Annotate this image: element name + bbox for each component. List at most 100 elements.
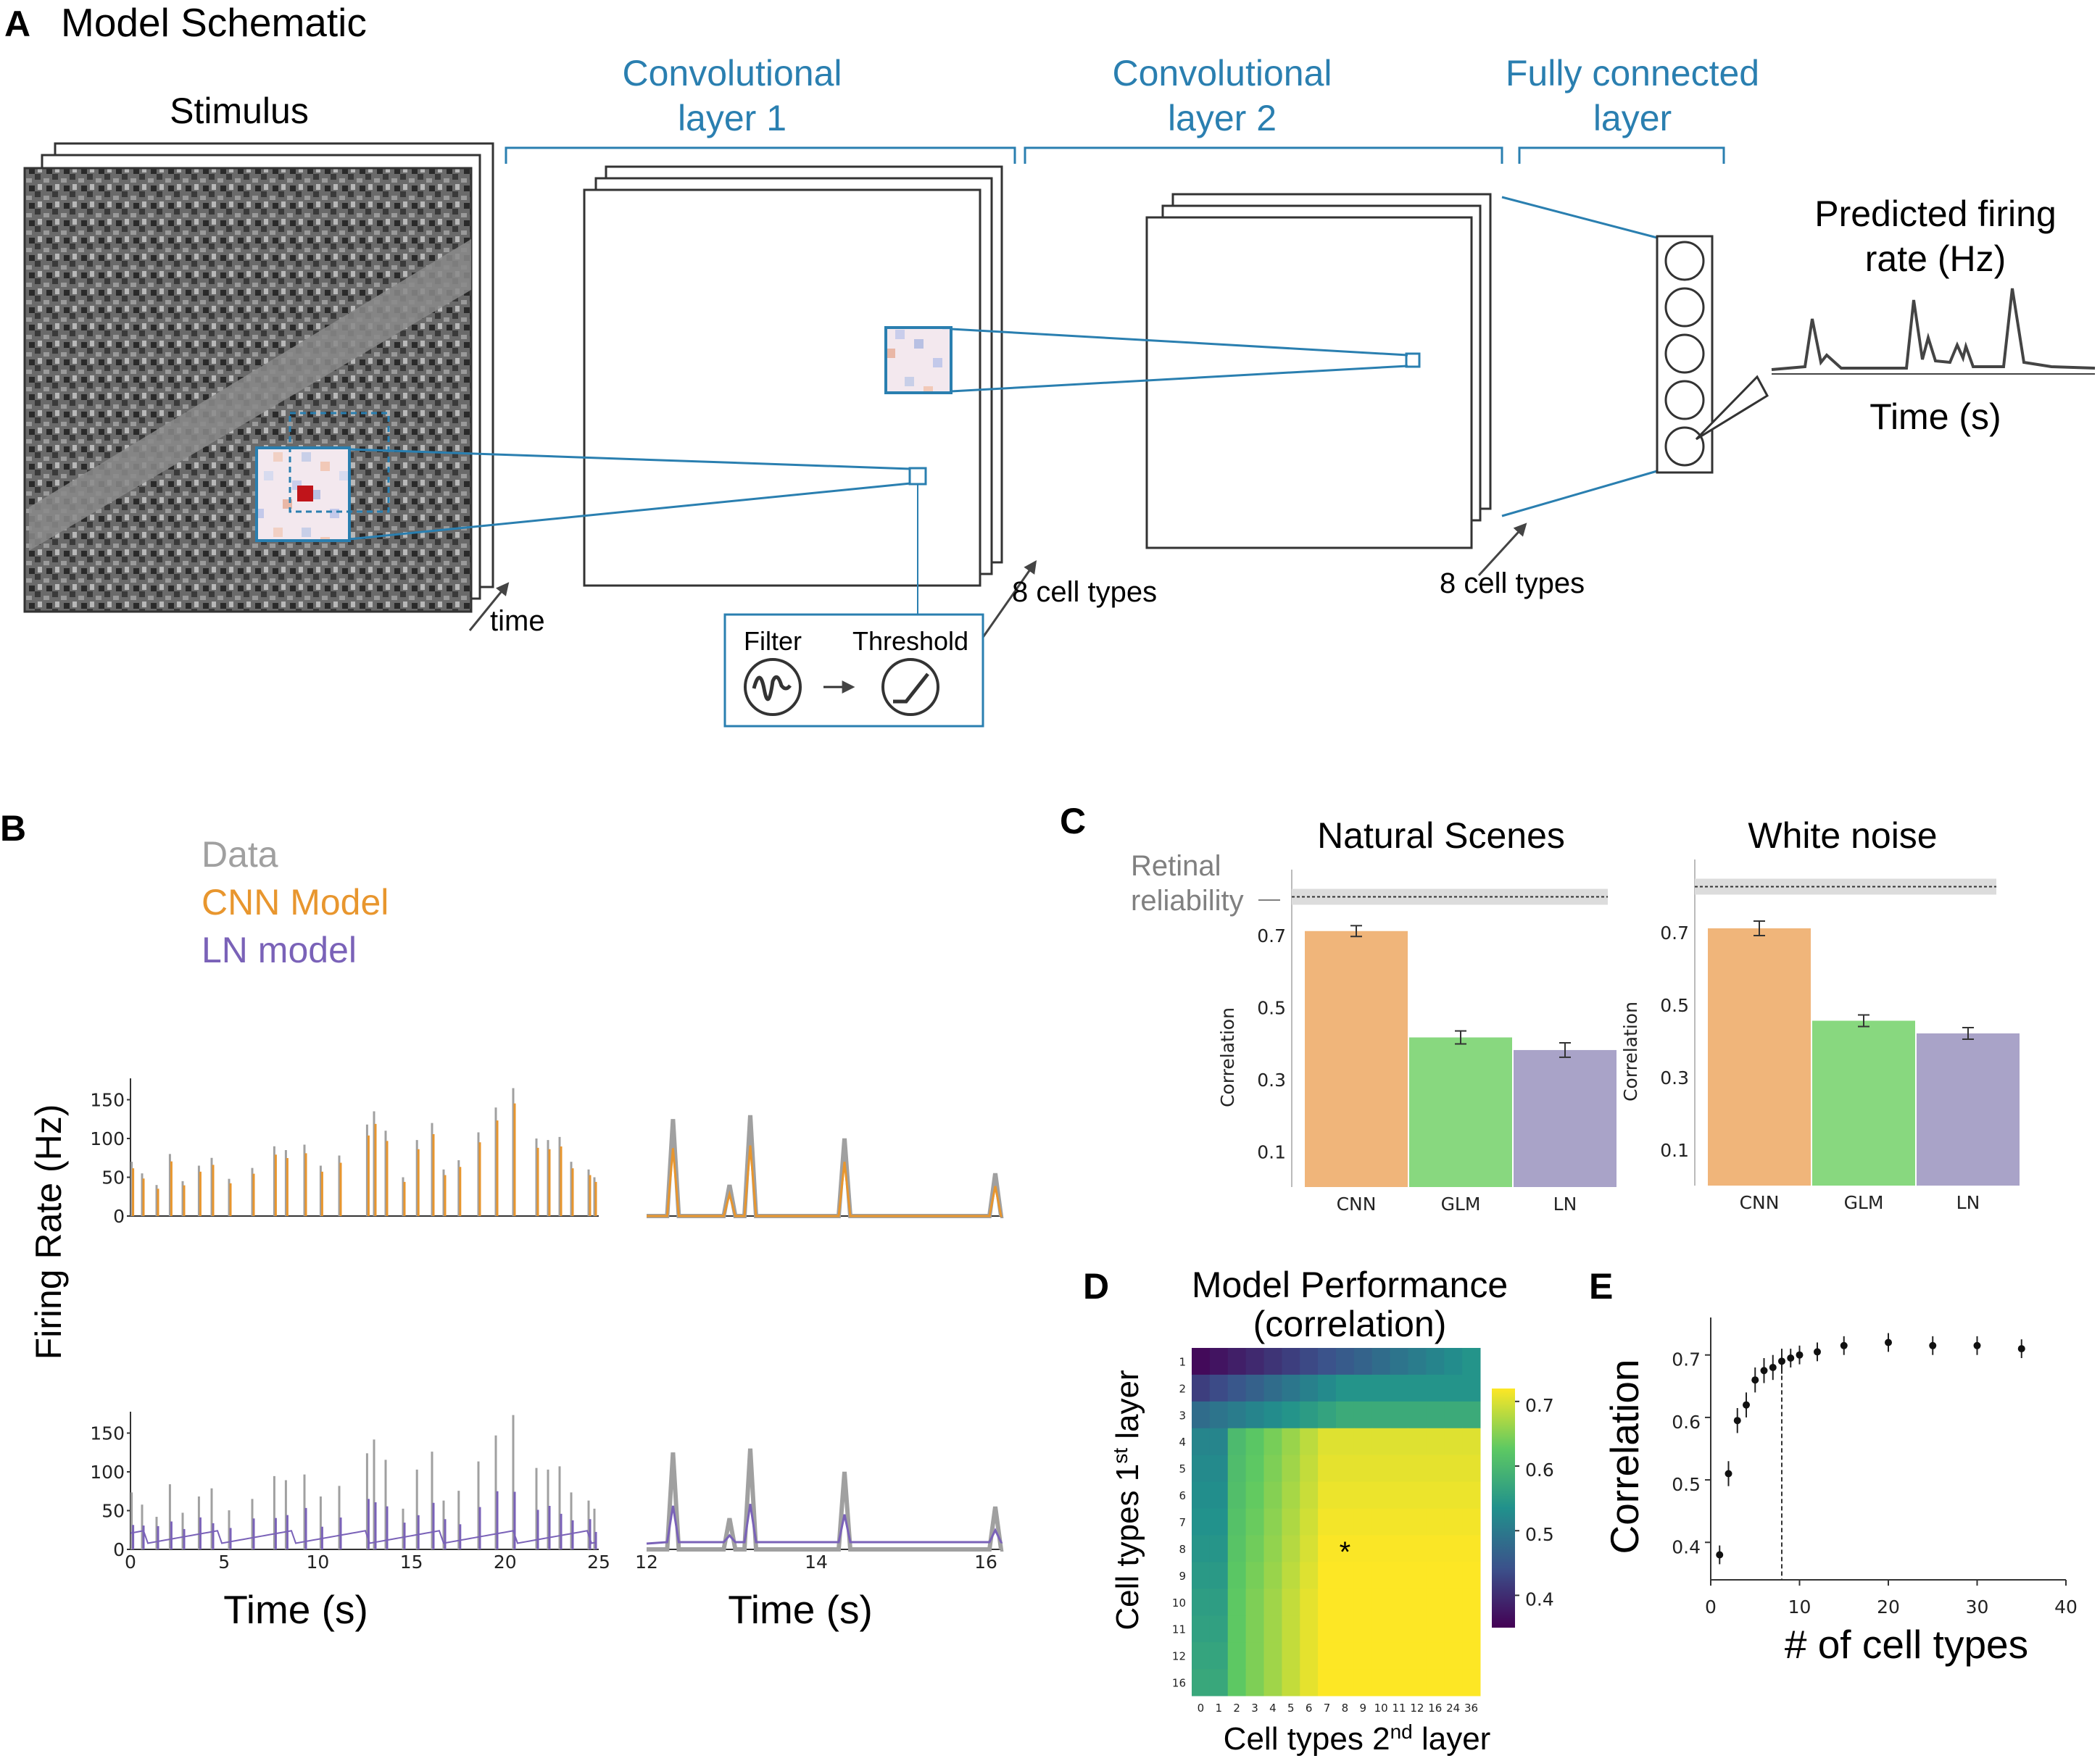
d-cell	[1263, 1669, 1282, 1697]
conv2-title-2: layer 2	[1168, 98, 1277, 138]
d-cell	[1353, 1535, 1373, 1562]
d-xtick: 7	[1324, 1702, 1331, 1715]
d-xtick: 8	[1342, 1702, 1349, 1715]
celltypes1-arrow	[977, 560, 1037, 644]
d-cell	[1300, 1454, 1319, 1483]
d-cell	[1353, 1481, 1373, 1510]
d-cell	[1300, 1508, 1319, 1536]
d-cell	[1245, 1535, 1264, 1562]
d-xtick: 10	[1374, 1702, 1388, 1715]
d-cell	[1192, 1481, 1211, 1510]
d-cell	[1336, 1589, 1355, 1616]
e-xtick: 40	[2054, 1596, 2078, 1618]
filter-label: Filter	[744, 626, 802, 656]
c-bar-ln	[1514, 1049, 1616, 1187]
d-cell	[1192, 1562, 1211, 1589]
e-ylabel: Correlation	[1602, 1359, 1647, 1554]
d-ytick: 12	[1172, 1650, 1186, 1663]
d-cell	[1245, 1508, 1264, 1536]
fc-unit-3	[1664, 333, 1705, 374]
d-cell	[1462, 1669, 1481, 1697]
time-label: time	[490, 605, 545, 637]
d-cell	[1318, 1481, 1337, 1510]
filter-wave	[752, 675, 792, 702]
d-cell	[1192, 1642, 1211, 1670]
e-point	[1796, 1351, 1804, 1359]
panel-d: D Model Performance (correlation) Cell t…	[1083, 1265, 1554, 1757]
d-cell	[1408, 1508, 1427, 1536]
d-cell	[1227, 1615, 1247, 1643]
d-cb-tick: 0.7	[1525, 1395, 1554, 1416]
fc-unit-2	[1664, 287, 1705, 328]
d-cell	[1426, 1669, 1445, 1697]
d-cell	[1209, 1535, 1229, 1562]
d-cell	[1192, 1535, 1211, 1562]
d-cell	[1227, 1374, 1247, 1402]
celltypes2-arrow	[1477, 523, 1527, 577]
d-cell	[1336, 1669, 1355, 1697]
d-cell	[1462, 1401, 1481, 1429]
d-cell	[1282, 1481, 1300, 1510]
e-ytick: 0.5	[1672, 1474, 1701, 1495]
c-bar-cnn	[1305, 931, 1408, 1187]
d-cell	[1282, 1615, 1300, 1643]
d-cell	[1209, 1508, 1229, 1536]
c-ylabel: Correlation	[1217, 1007, 1238, 1107]
c-white-plot: 0.1 0.3 0.5 0.7 Correlation CNN GLM LN	[1620, 859, 2020, 1213]
d-cell	[1282, 1374, 1300, 1402]
d-cell	[1245, 1562, 1264, 1589]
b-ln-baseline	[130, 1530, 597, 1544]
d-ytick: 5	[1179, 1462, 1186, 1475]
reliability-label-2: reliability	[1131, 885, 1244, 917]
d-cell	[1300, 1642, 1319, 1670]
d-cell	[1227, 1562, 1247, 1589]
d-cell	[1282, 1669, 1300, 1697]
d-cell	[1390, 1374, 1408, 1402]
b-xtick-long: 20	[494, 1552, 517, 1573]
b-xtick-long: 10	[306, 1552, 329, 1573]
e-point	[1769, 1363, 1777, 1371]
d-cell	[1227, 1669, 1247, 1697]
b-xtick-long: 5	[218, 1552, 230, 1573]
d-cell	[1227, 1642, 1247, 1670]
d-ytick: 7	[1179, 1516, 1186, 1529]
proj-line-2b	[950, 365, 1408, 393]
d-cell	[1192, 1669, 1211, 1697]
d-ytick: 2	[1179, 1382, 1186, 1395]
panel-c-label: C	[1060, 801, 1086, 841]
e-point	[1814, 1348, 1821, 1356]
c-ytick: 0.1	[1257, 1141, 1286, 1162]
d-cell	[1263, 1348, 1282, 1375]
d-cell	[1300, 1348, 1319, 1375]
d-cell	[1227, 1535, 1247, 1562]
b-ytick: 150	[90, 1423, 125, 1444]
d-cell	[1408, 1589, 1427, 1616]
pred-title-2: rate (Hz)	[1865, 238, 2006, 279]
e-scatter: 0 10 20 30 40 0.4 0.5 0.6 0.7	[1672, 1317, 2078, 1618]
d-cell	[1336, 1642, 1355, 1670]
b-ytick: 0	[113, 1206, 125, 1227]
c-ylabel: Correlation	[1620, 1002, 1641, 1102]
c-bar-glm	[1812, 1020, 1915, 1186]
time-arrow	[468, 582, 510, 631]
d-ytick: 16	[1172, 1677, 1186, 1690]
b-xtick-long: 0	[125, 1552, 136, 1573]
c-xtick-ln: LN	[1956, 1192, 1980, 1213]
d-cell	[1408, 1428, 1427, 1456]
d-cell	[1353, 1348, 1373, 1375]
d-cell	[1318, 1428, 1337, 1456]
c-bar-ln	[1917, 1033, 2020, 1186]
proj-line-1a	[349, 448, 911, 470]
d-cell	[1408, 1669, 1427, 1697]
panel-e-label: E	[1589, 1266, 1613, 1307]
d-cell	[1462, 1454, 1481, 1483]
e-point	[1760, 1367, 1768, 1375]
d-cell	[1353, 1589, 1373, 1616]
b-model-short	[646, 1504, 1003, 1545]
d-cell	[1263, 1454, 1282, 1483]
d-cell	[1318, 1669, 1337, 1697]
d-xtick: 4	[1269, 1702, 1277, 1715]
panel-e: E # of cell types Correlation 0 10 20 30 400…	[1589, 1266, 2078, 1667]
d-cell	[1245, 1642, 1264, 1670]
